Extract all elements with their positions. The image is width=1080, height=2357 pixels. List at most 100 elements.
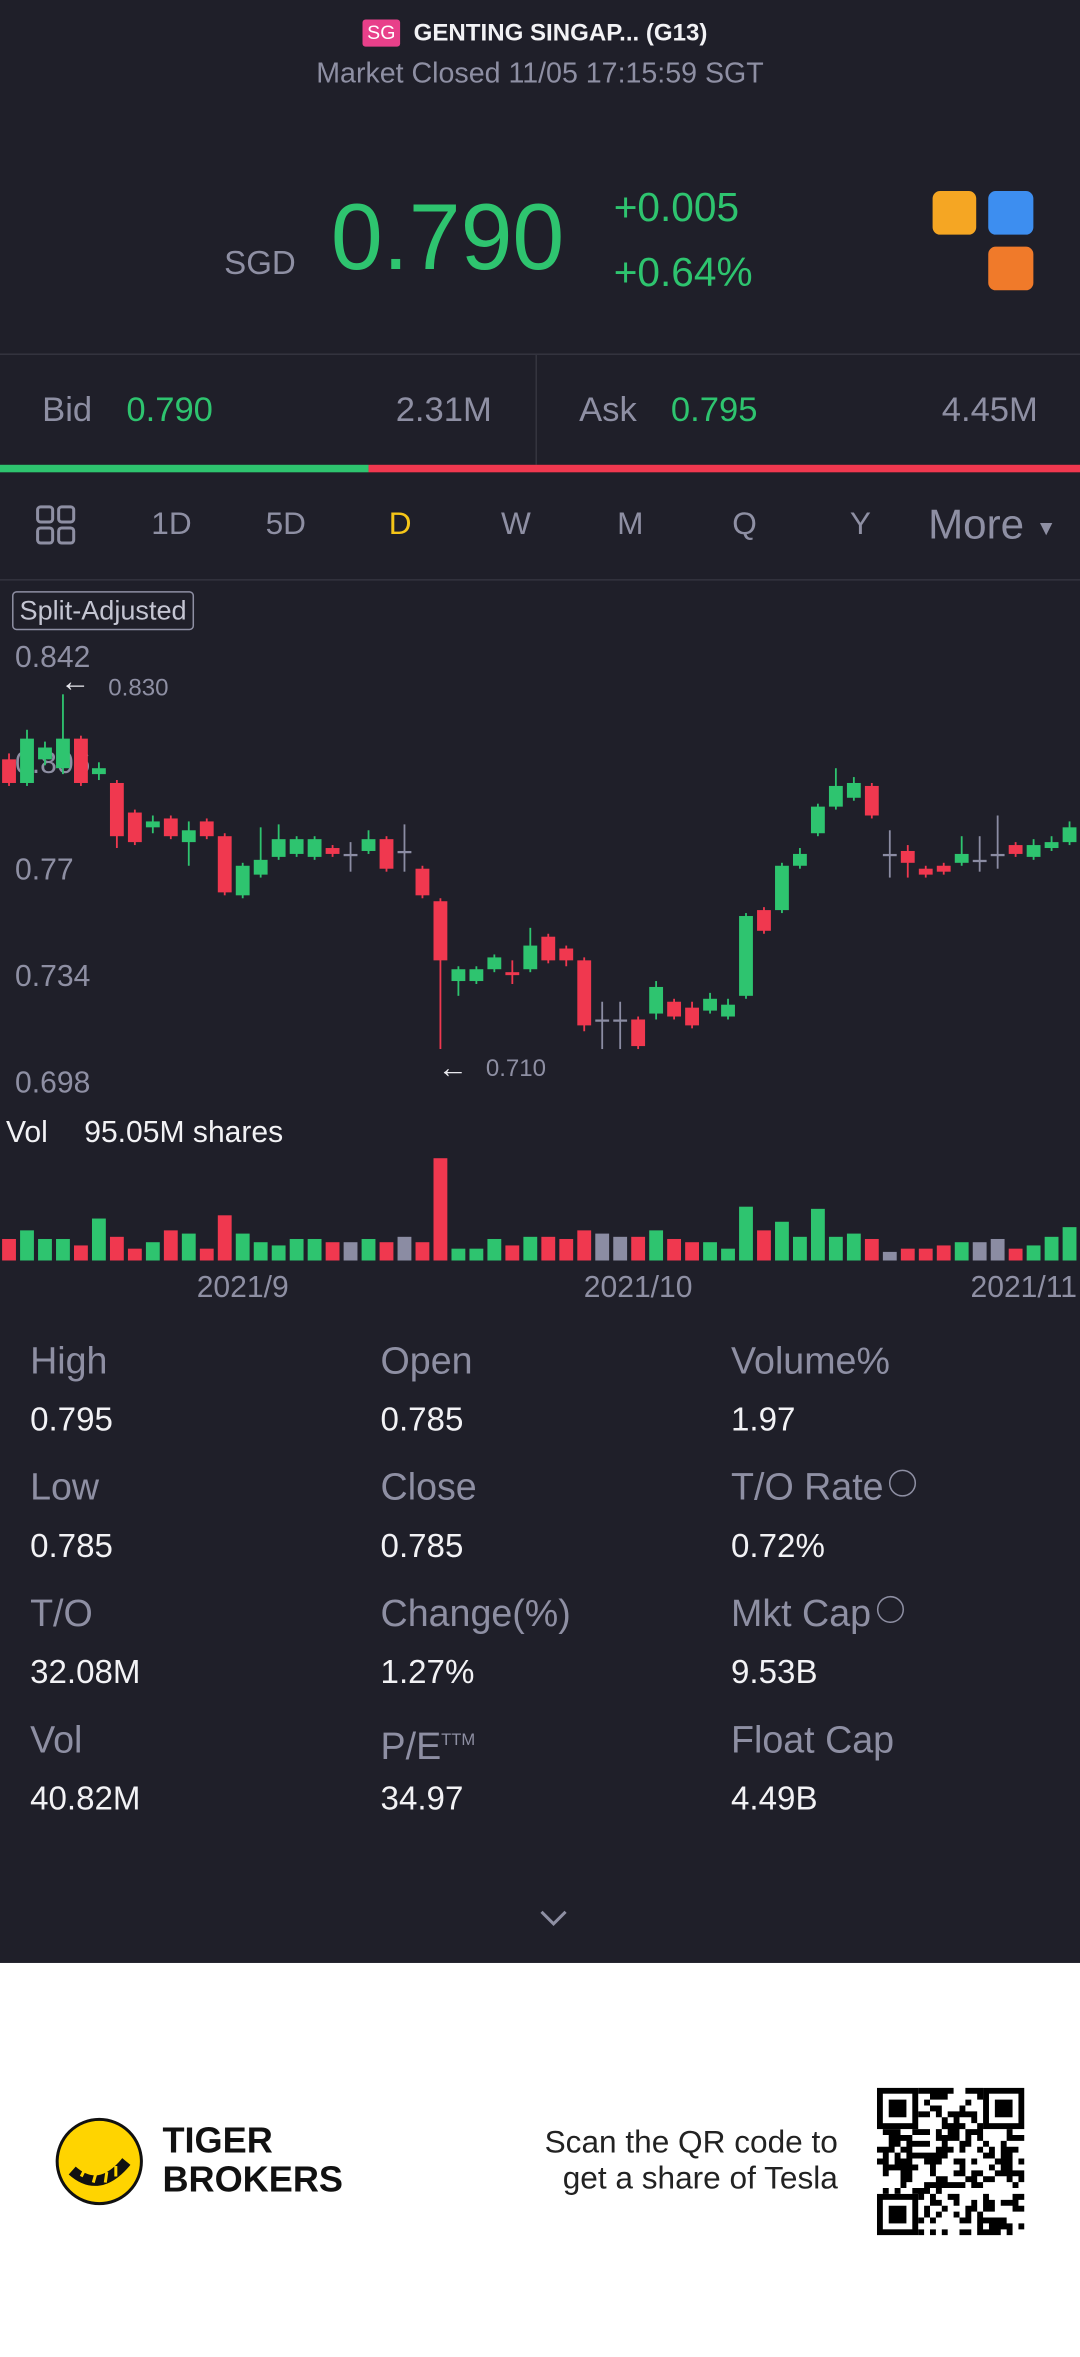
layout-icon[interactable] [35,504,77,546]
candle-body [990,853,1005,857]
candle-body [433,901,448,961]
volume-bar [631,1236,646,1261]
cta-line1: Scan the QR code to [544,2125,838,2161]
market-status: Market Closed 11/05 17:15:59 SGT [316,58,764,91]
candle-body [217,836,232,893]
more-tab[interactable]: More ▼ [928,500,1057,548]
period-tab[interactable]: W [501,506,531,542]
volume-bar [523,1236,538,1261]
qr-finder [876,2193,919,2236]
volume-bar [56,1238,70,1261]
volume-bar [703,1242,717,1261]
volume-bar [127,1248,142,1261]
qr-finder [876,2087,919,2130]
stat-value: 34.97 [380,1779,464,1818]
min-label: 0.710 [486,1055,546,1082]
candle-body [685,1007,699,1026]
candle-body [1044,842,1059,849]
candle-body [199,821,214,837]
candle-body [469,969,484,982]
expand-chevron[interactable] [538,1907,568,1928]
volume-bar [343,1242,358,1261]
bid-size: 2.31M [395,389,492,429]
y-tick-label: 0.734 [15,960,90,993]
y-tick-label: 0.698 [15,1066,90,1099]
volume-bar [253,1242,268,1261]
volume-bar [882,1251,897,1261]
bid-label: Bid [42,389,93,429]
candle-body [523,945,538,970]
period-tab[interactable]: Q [732,506,757,542]
stat-label-text: Float Cap [731,1719,895,1762]
stat-value: 1.27% [380,1653,475,1691]
qr-finder [983,2087,1025,2130]
volume-bar [810,1208,825,1261]
bid-bar [0,464,369,473]
stat-value: 9.53B [731,1653,818,1691]
candle-body [703,998,717,1011]
stat-value: 0.785 [30,1526,113,1565]
volume-bar [649,1230,664,1261]
period-tab[interactable]: 1D [151,506,192,542]
volume-bar [361,1238,376,1261]
candle-body [972,859,987,863]
volume-bar [271,1245,286,1261]
candle-body [325,848,340,854]
candle-body [541,936,556,961]
period-tab[interactable]: 5D [265,506,306,542]
volume-bar [451,1248,466,1261]
volume-bar [487,1238,502,1261]
bid-price: 0.790 [126,389,213,429]
candle-body [631,1019,646,1047]
info-icon[interactable] [889,1469,917,1497]
qr-code [876,2087,1025,2236]
candle-body [127,812,142,843]
x-tick-label: 2021/9 [197,1271,289,1304]
volume-text: 95.05M shares [84,1116,283,1149]
more-label[interactable]: More [928,500,1025,548]
candle-body [667,1001,682,1017]
candle-body [253,859,268,875]
info-icon[interactable] [877,1595,905,1624]
candle-body [721,1004,735,1017]
candle-body [739,916,753,996]
volume-bar [739,1206,753,1261]
volume-bar [577,1230,592,1261]
volume-bar [685,1242,699,1261]
qr-modules [876,2087,1025,2236]
icon-flash[interactable] [988,191,1034,235]
candle-body [361,839,376,851]
volume-bar [199,1248,214,1261]
volume-bar [757,1230,771,1261]
candle-body [864,785,879,816]
candle-body [1008,845,1023,854]
volume-bar [541,1236,556,1261]
period-tab[interactable]: M [617,506,644,542]
period-tab[interactable]: D [388,506,412,542]
stat-label: P/ETTM [381,1719,476,1768]
candle-body [775,865,789,911]
ask-label: Ask [579,389,637,429]
volume-bar [1062,1227,1077,1261]
volume-bar [397,1236,412,1261]
icon-dollar[interactable] [932,191,977,235]
candle-body [918,868,933,875]
icon-options[interactable] [988,246,1034,291]
qr-finder-center [888,2205,907,2224]
candle-body [397,850,412,854]
volume-bar [505,1245,520,1261]
candle-body [577,960,592,1026]
period-tab[interactable]: Y [849,506,871,542]
candle-body [793,853,807,866]
volume-bar [415,1242,430,1261]
stat-value: 40.82M [30,1779,141,1818]
candle-body [846,782,861,798]
candle-body [145,821,160,828]
stat-label: Change(%) [381,1593,571,1635]
qr-finder-center [888,2099,907,2118]
qr-finder-center [994,2099,1013,2118]
candle-body [900,850,915,863]
price: 0.790 [330,186,565,291]
volume-bar [793,1236,807,1261]
